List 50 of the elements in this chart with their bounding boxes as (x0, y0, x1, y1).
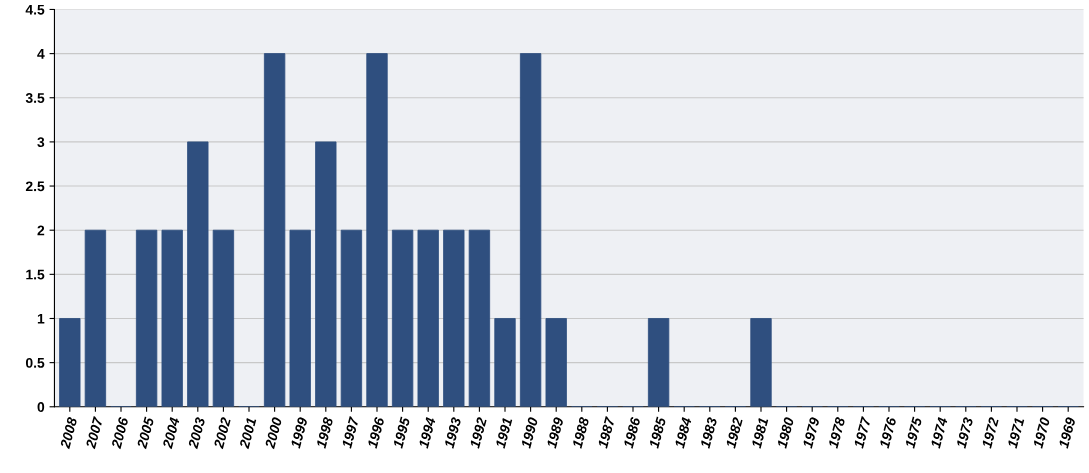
x-tick-label: 1974 (930, 416, 948, 449)
x-tick-label: 2000 (264, 416, 283, 450)
x-tick-label: 1990 (520, 416, 539, 449)
x-tick-label: 2002 (213, 416, 231, 450)
x-tick-label: 1981 (751, 417, 769, 449)
x-tick-label: 1982 (725, 416, 743, 449)
x-tick-label: 1978 (827, 416, 846, 449)
y-tick-label: 1.5 (26, 269, 45, 280)
x-tick-label: 1995 (392, 416, 411, 449)
x-tick-label: 1972 (981, 416, 999, 449)
y-tick-label: 0.5 (25, 357, 45, 368)
x-tick-label: 1987 (597, 416, 616, 449)
x-tick-label: 1973 (955, 416, 974, 449)
x-tick-label: 1996 (367, 416, 385, 449)
x-tick-label: 1985 (648, 416, 667, 449)
x-tick-label: 2007 (85, 416, 104, 450)
x-tick-label: 2006 (111, 416, 129, 450)
x-tick-label: 1969 (1058, 416, 1076, 449)
x-tick-label: 2003 (187, 416, 206, 450)
y-tick-label: 3 (37, 137, 45, 148)
y-tick-label: 2.5 (25, 181, 45, 192)
x-tick-label: 1983 (699, 416, 718, 449)
x-tick-label: 1997 (341, 416, 360, 449)
x-tick-label: 1984 (674, 416, 692, 449)
x-tick-label: 1986 (623, 416, 641, 449)
x-tick-label: 1979 (802, 416, 820, 449)
x-tick-label: 1998 (315, 416, 334, 449)
y-tick-label: 2 (37, 225, 45, 236)
y-tick-label: 0 (37, 402, 45, 412)
x-tick-label: 1991 (495, 417, 513, 449)
x-tick-label: 1993 (443, 416, 462, 449)
x-tick-label: 1970 (1032, 416, 1051, 449)
x-tick-label: 1980 (776, 416, 795, 449)
x-tick-label: 1999 (290, 416, 308, 449)
y-tick-label: 3.5 (25, 93, 45, 103)
x-tick-label: 1989 (546, 416, 564, 449)
x-tick-label: 1977 (853, 416, 872, 449)
x-tick-label: 2008 (59, 416, 78, 450)
y-tick-label: 4 (37, 49, 45, 59)
y-tick-label: 4.5 (25, 4, 45, 15)
x-tick-label: 2005 (136, 416, 155, 450)
y-tick-label: 1 (37, 313, 45, 324)
x-tick-label: 1994 (418, 416, 436, 449)
x-tick-label: 1971 (1007, 417, 1025, 449)
x-tick-label: 1992 (469, 416, 487, 449)
x-tick-label: 2004 (162, 416, 180, 450)
x-tick-label: 1988 (571, 416, 590, 449)
x-tick-label: 1975 (904, 416, 923, 449)
x-tick-label: 1976 (879, 416, 897, 449)
x-tick-label: 2001 (239, 417, 257, 450)
